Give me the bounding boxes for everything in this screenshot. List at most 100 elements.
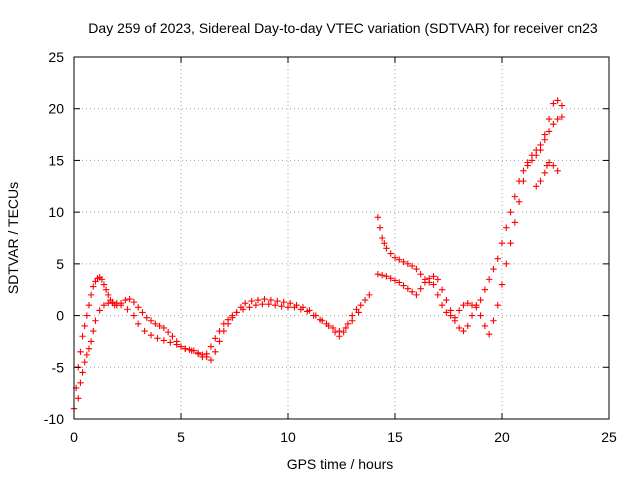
data-point (105, 291, 112, 299)
data-point (344, 320, 352, 328)
data-point (511, 193, 519, 200)
data-point (274, 297, 281, 305)
data-point (456, 324, 463, 332)
data-point (460, 327, 467, 335)
data-point (400, 282, 407, 289)
data-point (477, 296, 484, 304)
data-point (207, 343, 215, 350)
data-point (550, 100, 557, 107)
data-point (212, 348, 219, 355)
data-point (323, 320, 330, 328)
data-point (408, 262, 416, 270)
series-5 (533, 159, 561, 190)
y-tick-label: 0 (56, 308, 64, 324)
data-point (438, 286, 446, 293)
data-point (374, 271, 382, 278)
data-point (473, 302, 480, 309)
data-point (451, 317, 459, 324)
data-point (383, 273, 390, 280)
data-point (541, 131, 548, 138)
series-3 (374, 113, 566, 321)
data-point (267, 296, 275, 304)
data-point (130, 298, 138, 306)
data-point (400, 258, 407, 265)
data-point (387, 275, 394, 282)
data-point (537, 146, 544, 154)
series-1 (70, 274, 373, 412)
data-point (340, 328, 347, 336)
data-point (79, 333, 86, 340)
data-point (280, 298, 287, 306)
data-point (173, 341, 180, 348)
data-point (430, 273, 437, 280)
data-point (207, 356, 215, 364)
data-point (387, 250, 394, 257)
data-point (361, 296, 369, 304)
x-tick-label: 25 (601, 429, 617, 445)
data-point (248, 297, 255, 305)
data-point (494, 302, 501, 309)
data-point (485, 330, 493, 338)
data-point (434, 291, 441, 299)
data-point (143, 314, 150, 321)
data-point (490, 317, 497, 324)
data-point (77, 348, 84, 355)
data-point (391, 254, 399, 261)
data-point (239, 306, 247, 313)
data-point (524, 162, 531, 169)
data-point (199, 353, 206, 361)
data-point (498, 281, 506, 288)
data-point (468, 312, 476, 319)
data-point (90, 327, 97, 335)
data-point (100, 281, 108, 288)
data-point (376, 224, 384, 231)
data-point (109, 298, 116, 306)
data-point (160, 337, 168, 344)
data-point (413, 291, 420, 299)
y-tick-label: -10 (44, 411, 64, 427)
data-point (254, 296, 262, 304)
data-point (160, 324, 168, 332)
data-point (498, 239, 506, 247)
axis-ticks: 0 5 10 15 20 25 -10 -5 0 5 10 15 20 25 (44, 49, 617, 445)
data-point (511, 219, 519, 226)
data-point (554, 167, 561, 174)
data-point (259, 300, 266, 308)
data-point (404, 260, 412, 268)
data-point (75, 395, 82, 402)
data-point (417, 285, 424, 292)
data-point (291, 304, 298, 311)
data-point (79, 369, 86, 376)
data-point (383, 245, 390, 252)
data-point (481, 286, 489, 293)
data-point (554, 115, 561, 123)
data-point (271, 302, 279, 309)
data-point (233, 309, 240, 316)
data-point (443, 309, 450, 316)
x-tick-label: 0 (70, 429, 78, 445)
x-tick-label: 15 (387, 429, 403, 445)
data-point (316, 316, 324, 323)
data-point (413, 265, 420, 273)
data-point (558, 113, 566, 121)
data-point (216, 338, 223, 345)
data-point (537, 177, 544, 185)
y-axis-label: SDTVAR / TECUs (5, 182, 21, 294)
data-point (503, 224, 510, 231)
data-point (378, 272, 386, 279)
data-point (139, 309, 146, 316)
y-tick-label: 20 (48, 101, 64, 117)
data-point (355, 309, 362, 316)
data-point (490, 265, 497, 273)
data-point (391, 277, 399, 284)
data-point (396, 279, 403, 286)
data-point (96, 307, 103, 314)
data-point (520, 167, 527, 174)
data-point (246, 304, 253, 311)
data-point (124, 306, 131, 313)
data-point (481, 322, 489, 330)
data-point (117, 302, 125, 309)
data-point (464, 299, 471, 307)
data-point (203, 350, 210, 358)
